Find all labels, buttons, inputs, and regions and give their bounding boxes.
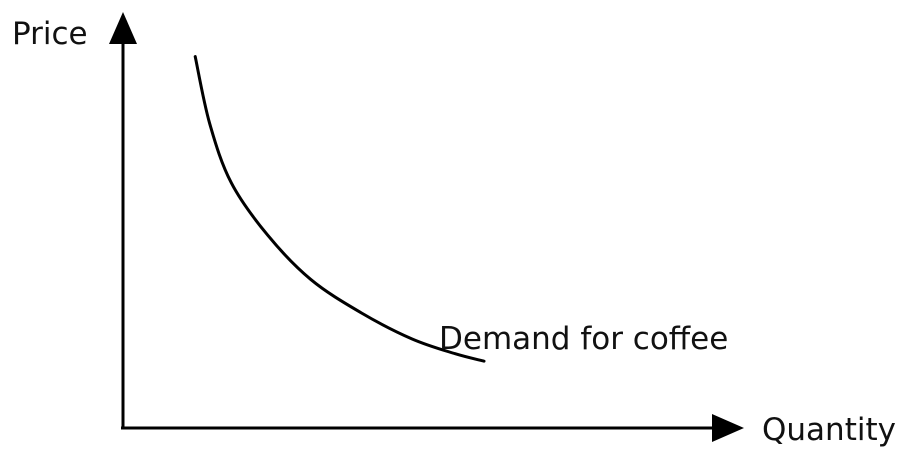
y-axis-arrow [109, 12, 137, 44]
x-axis-arrow [712, 414, 744, 442]
y-axis-label: Price [12, 16, 88, 52]
x-axis-label: Quantity [762, 412, 896, 448]
series-label-demand: Demand for coffee [439, 321, 728, 357]
demand-curve [193, 55, 486, 363]
